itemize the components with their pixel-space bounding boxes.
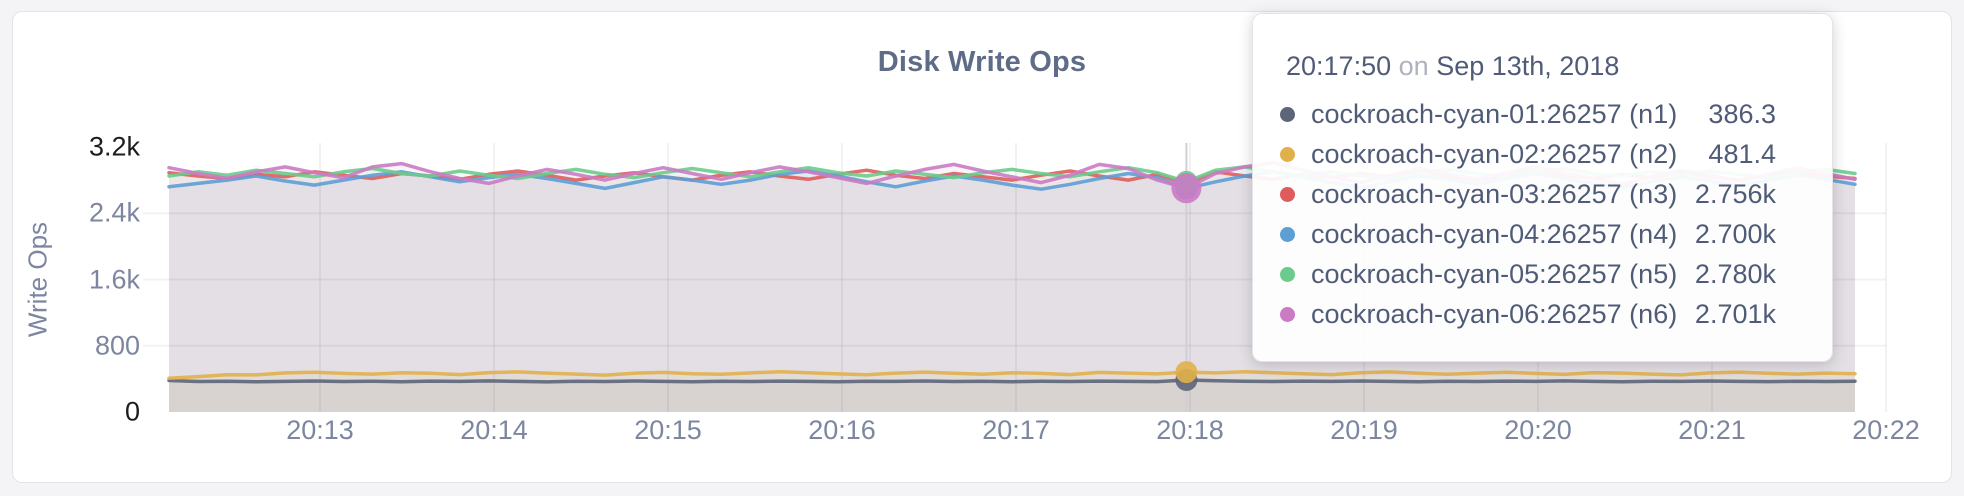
tooltip-series-name: cockroach-cyan-04:26257 (n4) xyxy=(1311,218,1678,249)
tooltip-row: cockroach-cyan-05:26257 (n5) 2.780k xyxy=(1280,254,1776,294)
series-color-dot-icon xyxy=(1280,266,1295,282)
tooltip-series-name: cockroach-cyan-05:26257 (n5) xyxy=(1311,258,1678,289)
x-tick-label: 20:21 xyxy=(1678,415,1746,445)
series-color-dot-icon xyxy=(1280,306,1295,322)
x-tick-label: 20:20 xyxy=(1504,415,1572,445)
tooltip-row: cockroach-cyan-04:26257 (n4) 2.700k xyxy=(1280,214,1776,254)
tooltip-series-value: 386.3 xyxy=(1708,98,1776,129)
tooltip-row: cockroach-cyan-01:26257 (n1) 386.3 xyxy=(1280,94,1776,134)
tooltip-series-value: 2.756k xyxy=(1694,178,1776,209)
x-tick-label: 20:17 xyxy=(982,415,1050,445)
series-line xyxy=(167,378,1857,384)
tooltip-series-value: 2.701k xyxy=(1694,298,1776,329)
y-tick-label: 0 xyxy=(124,396,140,427)
tooltip-row: cockroach-cyan-02:26257 (n2) 481.4 xyxy=(1280,134,1776,174)
tooltip-timestamp: 20:17:50 on Sep 13th, 2018 xyxy=(1286,50,1776,82)
x-tick-label: 20:19 xyxy=(1330,415,1398,445)
tooltip-series-value: 481.4 xyxy=(1708,138,1776,169)
x-tick-label: 20:18 xyxy=(1156,415,1224,445)
y-tick-label: 1.6k xyxy=(88,264,140,294)
x-tick-label: 20:15 xyxy=(634,415,702,445)
series-color-dot-icon xyxy=(1280,106,1295,122)
tooltip-row: cockroach-cyan-03:26257 (n3) 2.756k xyxy=(1280,174,1776,214)
tooltip-series-value: 2.700k xyxy=(1694,218,1776,249)
tooltip-series-name: cockroach-cyan-03:26257 (n3) xyxy=(1311,178,1678,209)
tooltip-time: 20:17:50 xyxy=(1286,51,1392,81)
tooltip-series-name: cockroach-cyan-02:26257 (n2) xyxy=(1311,138,1678,169)
hover-tooltip: 20:17:50 on Sep 13th, 2018 cockroach-cya… xyxy=(1252,13,1833,362)
hover-point[interactable] xyxy=(1175,361,1198,384)
x-tick-label: 20:22 xyxy=(1852,415,1920,445)
chart-title: Disk Write Ops xyxy=(877,46,1087,78)
tooltip-series-name: cockroach-cyan-06:26257 (n6) xyxy=(1311,298,1678,329)
y-tick-label: 800 xyxy=(94,330,140,361)
series-color-dot-icon xyxy=(1280,226,1295,242)
x-tick-label: 20:14 xyxy=(460,415,528,445)
tooltip-series-list: cockroach-cyan-01:26257 (n1) 386.3 cockroa… xyxy=(1280,94,1776,334)
series-area xyxy=(169,380,1855,412)
hover-point[interactable] xyxy=(1171,173,1202,204)
tooltip-series-value: 2.780k xyxy=(1694,258,1776,289)
tooltip-date: Sep 13th, 2018 xyxy=(1436,51,1620,81)
tooltip-row: cockroach-cyan-06:26257 (n6) 2.701k xyxy=(1280,294,1776,334)
series-color-dot-icon xyxy=(1280,186,1295,202)
series-line xyxy=(167,370,1857,380)
y-tick-label: 3.2k xyxy=(88,131,140,162)
x-tick-label: 20:13 xyxy=(286,415,354,445)
y-tick-label: 2.4k xyxy=(88,197,140,228)
series-color-dot-icon xyxy=(1280,146,1295,162)
tooltip-conjunction: on xyxy=(1398,51,1429,81)
tooltip-series-name: cockroach-cyan-01:26257 (n1) xyxy=(1311,98,1678,129)
x-tick-label: 20:16 xyxy=(808,415,876,445)
